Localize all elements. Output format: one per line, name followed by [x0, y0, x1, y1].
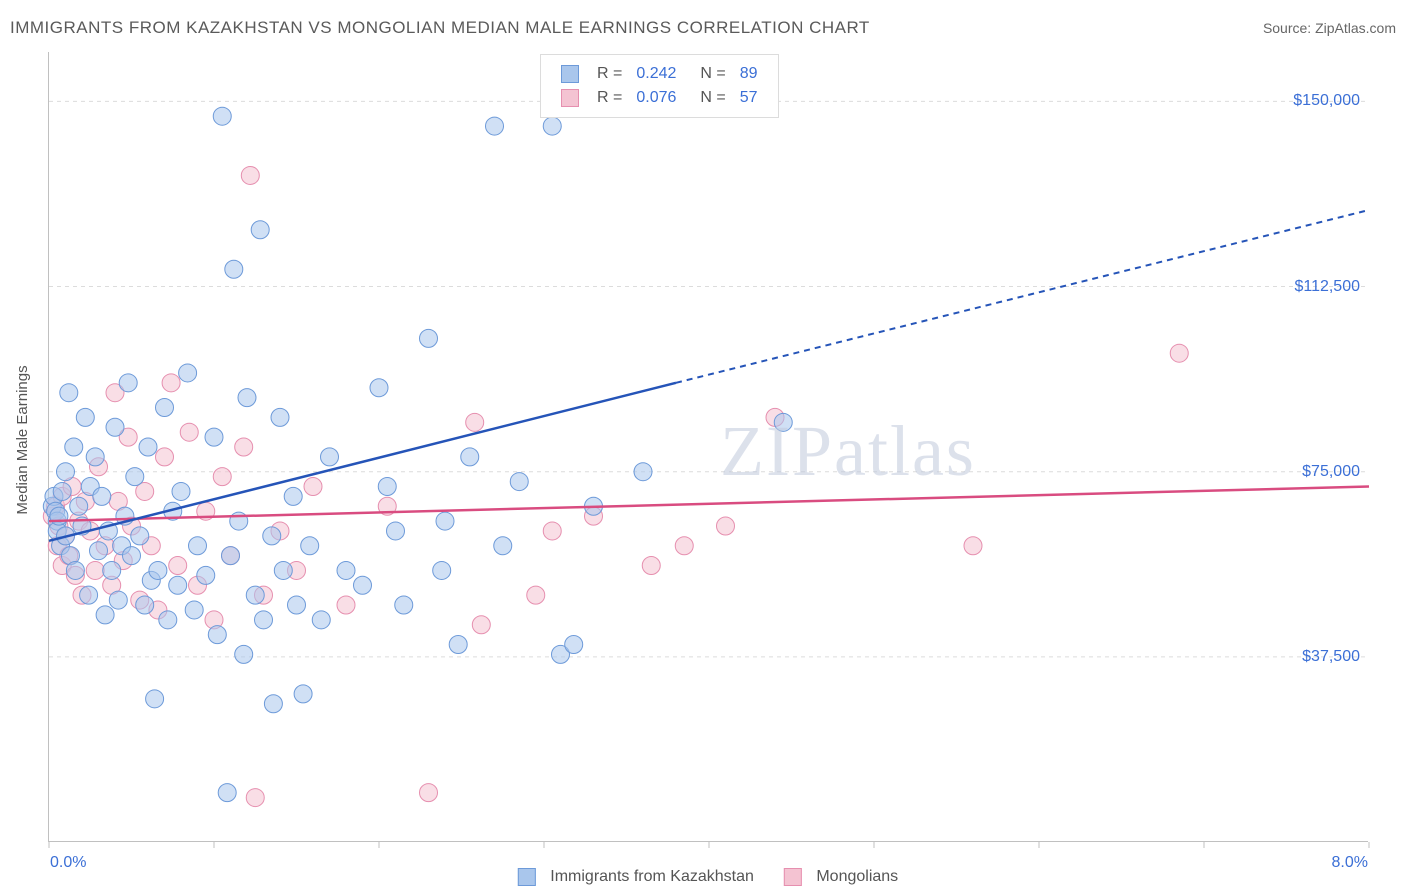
y-tick-label: $75,000 — [1302, 463, 1360, 481]
y-tick-label: $112,500 — [1294, 278, 1360, 296]
chart-svg — [49, 52, 1368, 841]
y-tick-label: $37,500 — [1302, 648, 1360, 666]
plot-area: $37,500 $75,000 $112,500 $150,000 — [48, 52, 1368, 842]
legend-correlation: R =0.242N =89R =0.076N =57 — [540, 54, 779, 118]
legend-series: Immigrants from Kazakhstan Mongolians — [498, 868, 908, 886]
chart-title: IMMIGRANTS FROM KAZAKHSTAN VS MONGOLIAN … — [10, 18, 870, 38]
x-tick-max: 8.0% — [1332, 854, 1368, 872]
x-tick-min: 0.0% — [50, 854, 86, 872]
legend-item: Immigrants from Kazakhstan — [508, 868, 754, 885]
legend-item: Mongolians — [774, 868, 898, 885]
y-axis-label: Median Male Earnings — [14, 365, 31, 514]
y-tick-label: $150,000 — [1293, 92, 1360, 110]
source-label: Source: ZipAtlas.com — [1263, 20, 1396, 36]
